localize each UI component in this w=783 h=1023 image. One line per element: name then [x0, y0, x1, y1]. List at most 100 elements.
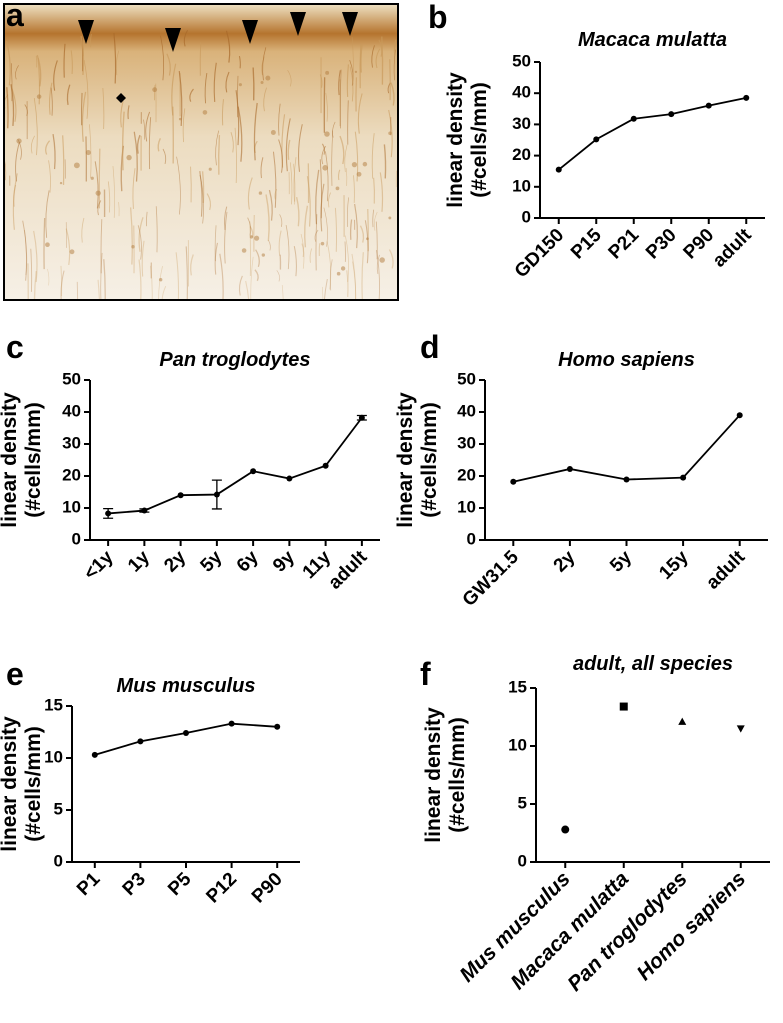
diamond-marker — [116, 93, 126, 103]
y-tick-label: 20 — [512, 145, 531, 164]
fiber — [364, 220, 369, 264]
fiber — [175, 252, 180, 300]
y-tick-label: 20 — [457, 465, 476, 484]
fiber — [321, 145, 326, 165]
fiber — [347, 100, 349, 145]
fiber — [255, 249, 260, 268]
arrowhead — [342, 12, 358, 36]
fiber — [162, 148, 167, 165]
marker — [177, 492, 184, 499]
fiber — [37, 58, 41, 105]
fiber — [381, 36, 384, 85]
x-tick-label: adult — [702, 546, 749, 593]
fiber — [89, 124, 92, 178]
cell — [254, 235, 260, 241]
fiber — [118, 202, 120, 217]
fiber — [30, 248, 33, 292]
fiber — [70, 50, 73, 74]
cell — [265, 75, 271, 81]
fiber — [325, 151, 329, 202]
fiber — [235, 90, 240, 146]
marker — [736, 725, 745, 733]
y-tick-label: 5 — [54, 799, 63, 818]
y-axis-label: linear density — [0, 716, 21, 852]
series-line — [558, 96, 747, 171]
fiber — [176, 156, 181, 215]
fiber — [45, 190, 50, 238]
marker — [228, 720, 235, 727]
fiber — [262, 47, 267, 81]
fiber — [199, 171, 203, 217]
fiber — [35, 55, 38, 68]
y-tick-label: 5 — [518, 793, 527, 812]
marker — [623, 476, 630, 483]
fiber — [225, 30, 231, 63]
fiber — [43, 217, 46, 270]
fiber — [127, 105, 130, 120]
fiber — [347, 197, 349, 227]
fiber — [285, 224, 290, 270]
cell — [131, 245, 135, 249]
fiber — [268, 240, 271, 251]
x-tick-label: P12 — [202, 869, 241, 908]
x-tick-label: <1y — [80, 546, 118, 584]
fiber — [97, 200, 102, 216]
fiber — [321, 286, 324, 300]
y-tick-label: 30 — [457, 433, 476, 452]
fiber — [301, 243, 305, 258]
marker — [250, 468, 257, 475]
marker — [680, 474, 687, 481]
chart-title: Macaca mulatta — [578, 29, 727, 51]
x-tick-label: 5y — [606, 546, 636, 576]
x-tick-label: 5y — [197, 546, 227, 576]
marker — [286, 475, 293, 482]
tissue — [4, 4, 398, 300]
y-tick-label: 40 — [62, 401, 81, 420]
y-tick-label: 0 — [54, 851, 63, 870]
fiber — [393, 49, 396, 81]
marker — [593, 136, 600, 143]
fiber — [287, 139, 291, 160]
fiber — [22, 220, 28, 281]
fiber — [378, 39, 383, 57]
fiber — [24, 230, 27, 276]
fiber — [321, 143, 326, 155]
marker — [358, 414, 365, 421]
marker — [630, 115, 637, 122]
fiber — [60, 265, 63, 297]
fiber — [373, 177, 376, 204]
fiber — [182, 108, 186, 143]
x-tick-label: P1 — [73, 868, 105, 900]
y-tick-label: 30 — [62, 433, 81, 452]
cell — [336, 271, 341, 276]
panel-letter: e — [6, 656, 24, 692]
y-tick-label: 0 — [467, 529, 476, 548]
fiber — [15, 65, 19, 80]
y-tick-label: 40 — [512, 83, 531, 102]
fiber — [287, 70, 292, 87]
cell — [59, 181, 63, 185]
fiber — [237, 106, 243, 162]
fiber — [346, 270, 349, 297]
x-tick-label: 15y — [655, 546, 693, 584]
fiber — [218, 135, 221, 175]
marker — [561, 825, 570, 834]
chart-title: Pan troglodytes — [159, 349, 310, 371]
y-tick-label: 10 — [508, 735, 527, 754]
fiber — [306, 176, 311, 227]
fiber — [345, 168, 348, 186]
marker — [705, 102, 712, 109]
fiber — [230, 132, 234, 153]
fiber — [63, 43, 66, 78]
fiber — [199, 174, 204, 224]
fiber — [361, 252, 364, 300]
cell — [238, 83, 242, 87]
fiber — [375, 250, 381, 300]
fiber — [224, 211, 228, 264]
marker — [183, 730, 189, 737]
fiber — [247, 217, 252, 236]
x-tick-label: GD150 — [511, 225, 568, 282]
marker — [619, 702, 628, 711]
series-line — [513, 414, 741, 483]
marker — [91, 751, 98, 758]
